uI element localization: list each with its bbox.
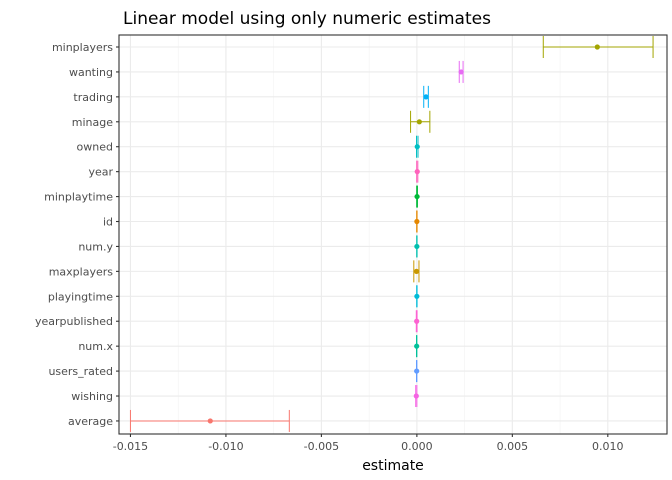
estimate-point xyxy=(594,44,600,50)
y-tick-label: minplayers xyxy=(52,41,113,54)
term-minage-marks xyxy=(410,110,431,133)
y-tick-label: trading xyxy=(73,91,113,104)
x-tick-label: 0.010 xyxy=(592,440,624,453)
y-tick-label: id xyxy=(103,216,113,229)
term-users-rated-marks xyxy=(414,360,420,383)
y-axis-ticks: minplayers wanting trading minage owned year m… xyxy=(35,41,119,428)
x-tick-label: -0.010 xyxy=(208,440,243,453)
y-tick-label: yearpublished xyxy=(35,315,113,328)
x-tick-label: -0.015 xyxy=(113,440,148,453)
term-id-marks xyxy=(414,210,420,233)
y-tick-label: wishing xyxy=(71,390,113,403)
y-tick-label: users_rated xyxy=(48,365,113,378)
term-owned-marks xyxy=(414,135,420,158)
term-num-x-marks xyxy=(414,335,420,358)
x-axis-label: estimate xyxy=(362,458,424,474)
chart-title: Linear model using only numeric estimate… xyxy=(123,9,491,29)
x-tick-label: 0.005 xyxy=(497,440,529,453)
x-tick-label: -0.005 xyxy=(304,440,339,453)
term-minplaytime-marks xyxy=(414,185,420,208)
estimate-point xyxy=(414,193,420,200)
estimate-point xyxy=(414,343,420,349)
estimate-point xyxy=(414,293,420,299)
estimate-point xyxy=(207,418,213,424)
term-wishing-marks xyxy=(413,385,419,408)
grid-lines xyxy=(118,34,668,435)
y-tick-label: wanting xyxy=(69,66,113,79)
y-tick-label: playingtime xyxy=(48,290,113,303)
term-yearpublished-marks xyxy=(414,310,420,333)
estimate-point xyxy=(414,243,420,250)
y-tick-label: minplaytime xyxy=(44,191,113,204)
panel-border xyxy=(118,34,668,435)
estimate-point xyxy=(458,69,464,75)
estimate-point xyxy=(423,94,429,100)
estimate-point xyxy=(414,318,420,324)
term-minplayers-marks xyxy=(542,36,654,58)
term-year-marks xyxy=(414,160,420,183)
estimate-point xyxy=(414,144,420,150)
term-trading-marks xyxy=(423,85,429,108)
y-tick-label: average xyxy=(68,415,113,428)
estimate-marks xyxy=(129,36,654,432)
y-tick-label: year xyxy=(88,166,113,179)
estimate-point xyxy=(413,268,420,274)
term-average-marks xyxy=(129,409,290,432)
x-axis-ticks: -0.015 -0.010 -0.005 0.000 0.005 0.010 xyxy=(113,434,624,453)
estimate-point xyxy=(413,393,419,399)
term-playingtime-marks xyxy=(414,285,420,308)
y-tick-label: num.y xyxy=(78,240,113,253)
x-tick-label: 0.000 xyxy=(401,440,433,453)
estimate-point xyxy=(416,119,422,125)
y-tick-label: minage xyxy=(72,116,113,129)
estimate-point xyxy=(414,368,420,374)
estimate-point xyxy=(414,169,420,175)
y-tick-label: owned xyxy=(77,141,113,154)
term-wanting-marks xyxy=(458,60,464,83)
y-tick-label: num.x xyxy=(78,340,113,353)
term-num-y-marks xyxy=(414,235,420,258)
estimate-point xyxy=(414,218,420,225)
term-maxplayers-marks xyxy=(413,260,420,283)
y-tick-label: maxplayers xyxy=(49,265,114,278)
